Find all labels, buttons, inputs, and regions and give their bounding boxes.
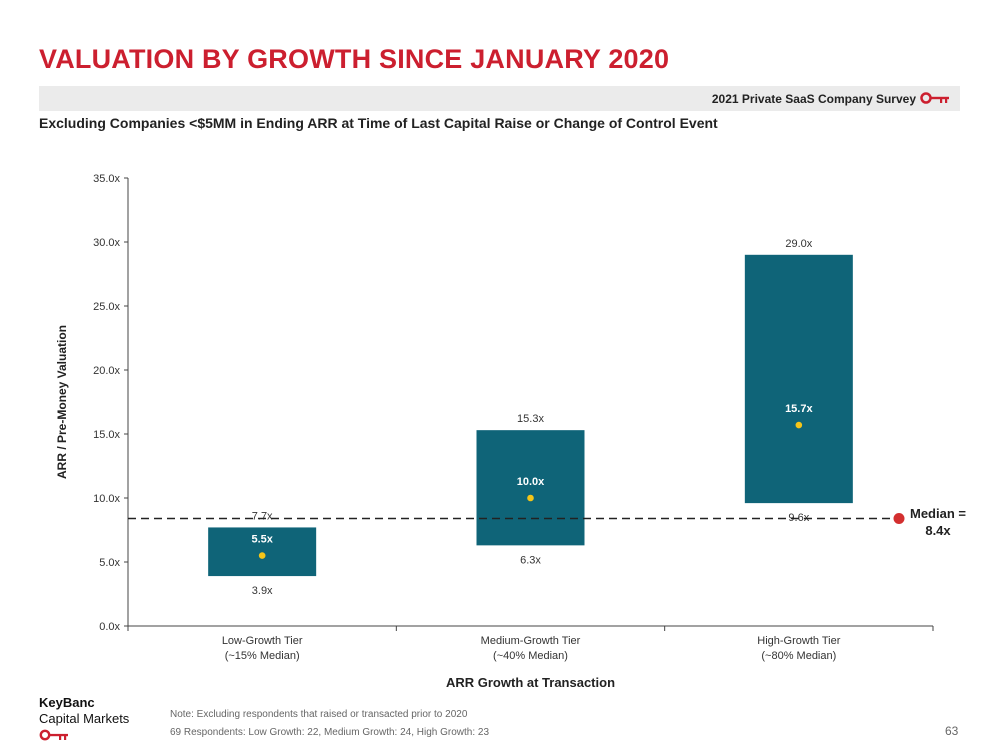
low-value-label: 9.6x: [788, 512, 809, 524]
median-reference-label-line1: Median =: [910, 506, 966, 521]
median-point: [527, 494, 534, 502]
median-reference-label-line2: 8.4x: [925, 523, 951, 538]
footnote-respondents: 69 Respondents: Low Growth: 22, Medium G…: [170, 727, 490, 738]
x-category-label: Medium-Growth Tier: [481, 635, 581, 647]
key-logo-icon: [920, 92, 949, 104]
y-tick-label: 20.0x: [93, 365, 120, 377]
range-bar: [744, 254, 853, 504]
y-tick-label: 30.0x: [93, 237, 120, 249]
brand-logo-line2: Capital Markets: [39, 711, 130, 726]
survey-banner: 2021 Private SaaS Company Survey: [39, 86, 960, 111]
median-value-label: 10.0x: [517, 476, 545, 488]
median-value-label: 5.5x: [251, 534, 273, 546]
survey-label: 2021 Private SaaS Company Survey: [711, 92, 916, 106]
y-tick-label: 5.0x: [99, 557, 120, 569]
brand-key-icon: [39, 729, 68, 741]
brand-logo-line1: KeyBanc: [39, 695, 95, 710]
y-tick-label: 35.0x: [93, 173, 120, 185]
y-tick-label: 0.0x: [99, 621, 120, 633]
high-value-label: 15.3x: [517, 413, 544, 425]
x-category-label: Low-Growth Tier: [222, 635, 303, 647]
page-number: 63: [945, 724, 959, 738]
y-axis-title: ARR / Pre-Money Valuation: [55, 325, 69, 479]
y-tick-label: 15.0x: [93, 429, 120, 441]
footnote-exclusion: Note: Excluding respondents that raised …: [170, 709, 468, 720]
y-tick-label: 10.0x: [93, 493, 120, 505]
chart-subtitle: Excluding Companies <$5MM in Ending ARR …: [39, 115, 718, 131]
median-point: [258, 552, 266, 559]
median-reference-marker: [893, 512, 905, 524]
low-value-label: 3.9x: [252, 585, 273, 597]
x-category-label: High-Growth Tier: [757, 635, 840, 647]
x-category-sublabel: (~40% Median): [493, 650, 568, 662]
median-point: [795, 421, 803, 429]
x-axis-title: ARR Growth at Transaction: [446, 675, 615, 690]
low-value-label: 6.3x: [520, 554, 541, 566]
x-category-sublabel: (~80% Median): [761, 650, 836, 662]
page-title: VALUATION BY GROWTH SINCE JANUARY 2020: [39, 44, 670, 74]
y-tick-label: 25.0x: [93, 301, 120, 313]
range-bar: [476, 430, 585, 546]
high-value-label: 7.7x: [252, 510, 273, 522]
x-category-sublabel: (~15% Median): [225, 650, 300, 662]
high-value-label: 29.0x: [785, 238, 812, 250]
range-bar: [208, 527, 317, 577]
median-value-label: 15.7x: [785, 403, 813, 415]
